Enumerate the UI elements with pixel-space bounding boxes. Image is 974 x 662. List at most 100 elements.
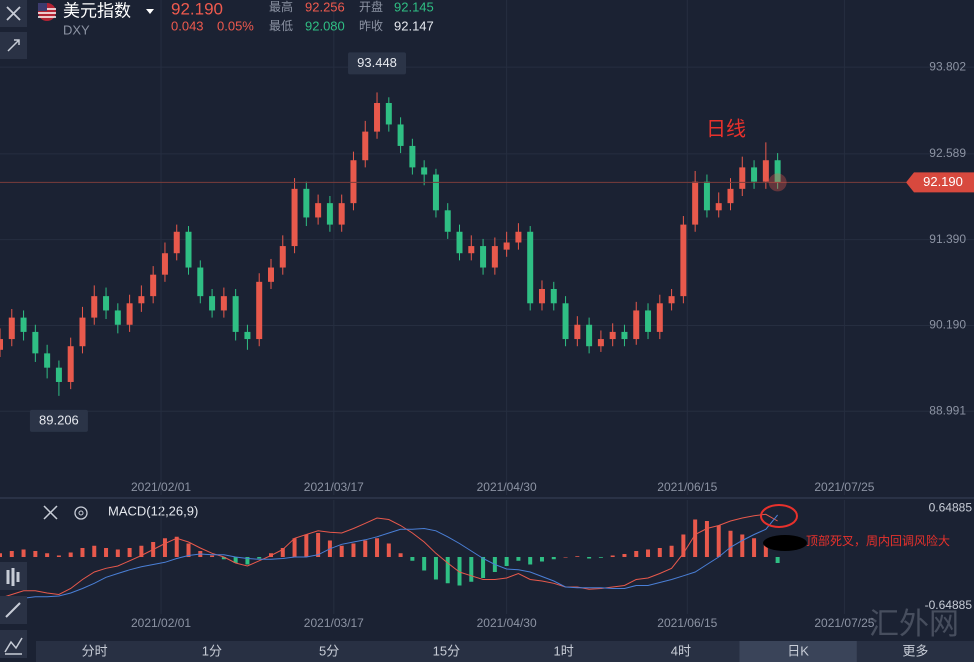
- candle-body: [279, 246, 286, 268]
- histogram-bar: [0, 553, 2, 557]
- candle-body: [220, 296, 227, 311]
- histogram-bar: [598, 557, 603, 558]
- histogram-bar: [9, 551, 14, 557]
- candle-body: [421, 167, 428, 175]
- histogram-bar: [422, 557, 427, 571]
- title[interactable]: 美元指数: [63, 1, 131, 20]
- close-indicator[interactable]: [43, 505, 58, 520]
- indicator-title: MACD(12,26,9): [108, 503, 198, 518]
- histogram-bar: [104, 548, 109, 557]
- candle-body: [209, 296, 216, 311]
- period-tab[interactable]: 日K: [787, 643, 809, 658]
- candle-body: [397, 124, 404, 146]
- histogram-bar: [233, 557, 238, 563]
- period-tab[interactable]: 分时: [82, 643, 108, 658]
- dropdown-caret[interactable]: [146, 9, 154, 14]
- candle-body: [774, 160, 781, 183]
- candle-body: [586, 324, 593, 347]
- histogram-bar: [610, 555, 615, 557]
- period-tab[interactable]: 更多: [902, 643, 928, 658]
- histogram-bar: [693, 519, 698, 557]
- candle-body: [173, 231, 180, 254]
- candle-body: [515, 231, 522, 243]
- candle-body: [185, 231, 192, 268]
- candle-body: [621, 331, 628, 340]
- candle-body: [633, 310, 640, 340]
- candle-body: [303, 188, 310, 218]
- stat-value: 92.147: [394, 18, 434, 33]
- x-tick-label: 2021/04/30: [477, 480, 537, 494]
- period-tab[interactable]: 15分: [433, 643, 460, 658]
- stat-label: 开盘: [359, 0, 383, 14]
- candle-body: [468, 246, 475, 254]
- histogram-bar: [433, 557, 438, 580]
- candle-body: [715, 203, 722, 211]
- histogram-bar: [704, 521, 709, 557]
- change-pct: 0.05%: [217, 18, 254, 33]
- watermark: 汇外网: [869, 608, 959, 641]
- callout-box: [348, 52, 407, 75]
- candle-body: [291, 188, 298, 247]
- histogram-bar: [669, 545, 674, 557]
- period-tab[interactable]: 1分: [202, 643, 222, 658]
- candle-icon: [6, 568, 20, 586]
- histogram-bar: [33, 551, 38, 557]
- x-tick-label: 2021/06/15: [657, 480, 717, 494]
- close-icon: [6, 6, 21, 21]
- histogram-bar: [45, 553, 50, 557]
- candle-body: [232, 296, 239, 332]
- x-tick-label: 2021/07/25: [814, 480, 874, 494]
- candle-body: [350, 160, 357, 204]
- histogram-bar: [174, 536, 179, 557]
- y-tick-label: 92.589: [929, 146, 966, 160]
- histogram-bar: [469, 557, 474, 582]
- x-tick-label: 2021/02/01: [131, 616, 191, 630]
- histogram-bar: [752, 538, 757, 557]
- histogram-bar: [56, 555, 61, 557]
- candle-body: [739, 167, 746, 189]
- toolbar-selected: [739, 641, 857, 662]
- redaction: [763, 535, 807, 551]
- candle-body: [444, 210, 451, 232]
- flag-canton: [38, 3, 47, 11]
- histogram-bar: [740, 534, 745, 557]
- histogram-bar: [575, 556, 580, 557]
- histogram-bar: [292, 538, 297, 557]
- candle-body: [692, 181, 699, 225]
- histogram-bar: [481, 557, 486, 578]
- price-chart: 93.802 92.589 91.390 90.190 88.991 2021/02/01…: [0, 0, 974, 495]
- candle-body: [491, 246, 498, 268]
- y-tick-label: 93.802: [929, 59, 966, 73]
- x-tick-label: 2021/02/01: [131, 480, 191, 494]
- x-tick-label: 2021/07/25: [814, 616, 874, 630]
- candle-body: [703, 181, 710, 211]
- candle-body: [574, 324, 581, 340]
- histogram-bar: [551, 557, 556, 560]
- candle-body: [480, 246, 487, 268]
- histogram-bar: [763, 542, 768, 557]
- candle-body: [538, 288, 545, 304]
- candle-body: [8, 317, 15, 340]
- symbol: DXY: [63, 22, 90, 37]
- histogram-bar: [775, 557, 780, 563]
- min-label: 89.206: [39, 412, 79, 427]
- histogram-bar: [80, 548, 85, 557]
- histogram-bar: [657, 548, 662, 557]
- candle-body: [338, 203, 345, 225]
- settings-icon-core: [78, 510, 84, 516]
- histogram-bar: [363, 540, 368, 557]
- period-tab[interactable]: 4时: [671, 643, 691, 658]
- period-tab[interactable]: 5分: [319, 643, 339, 658]
- histogram-bar: [504, 557, 509, 566]
- histogram-bar: [162, 538, 167, 557]
- histogram-bar: [563, 557, 568, 558]
- histogram-bar: [398, 553, 403, 557]
- period-tab[interactable]: 1时: [554, 643, 574, 658]
- settings-icon[interactable]: [74, 506, 88, 520]
- histogram-bar: [539, 557, 544, 562]
- histogram-bar: [681, 534, 686, 557]
- candle-body: [656, 303, 663, 332]
- pen-icon: [5, 602, 21, 618]
